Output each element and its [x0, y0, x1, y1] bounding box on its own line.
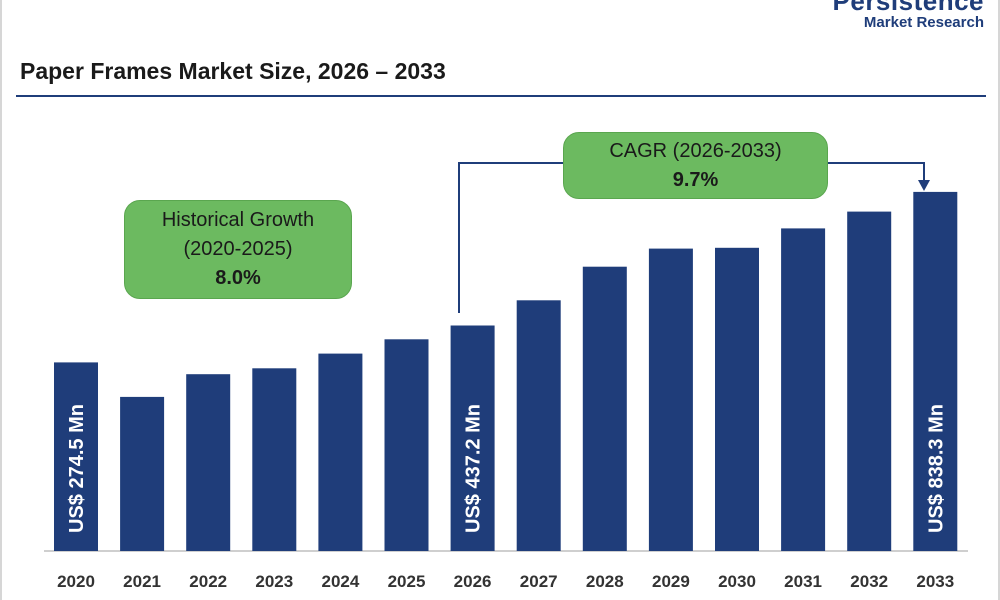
x-tick-2021: 2021: [123, 572, 161, 591]
cagr-connector-right: [828, 162, 925, 182]
x-tick-2025: 2025: [388, 572, 426, 591]
bar-2032: [847, 211, 892, 551]
x-tick-2024: 2024: [321, 572, 359, 591]
brand-logo: Persistence Market Research: [833, 0, 984, 30]
x-tick-2026: 2026: [454, 572, 492, 591]
bar-2028: [582, 266, 627, 551]
x-tick-2029: 2029: [652, 572, 690, 591]
data-label-2033: US$ 838.3 Mn: [925, 404, 947, 533]
page-title: Paper Frames Market Size, 2026 – 2033: [20, 58, 446, 84]
bar-2031: [781, 228, 826, 551]
bar-2029: [648, 248, 693, 551]
x-tick-2032: 2032: [850, 572, 888, 591]
brand-subtitle: Market Research: [863, 14, 984, 31]
bar-2023: [252, 368, 297, 551]
bar-2026: [450, 325, 495, 551]
bar-2022: [186, 374, 231, 551]
bar-2030: [715, 247, 759, 552]
bar-2033: [913, 191, 958, 551]
x-tick-2022: 2022: [189, 572, 227, 591]
bar-2024: [318, 353, 363, 551]
bar-2027: [516, 300, 561, 551]
historical-growth-period: (2020-2025): [183, 238, 293, 260]
bars-group: [54, 191, 958, 552]
bar-2020: [54, 362, 98, 551]
brand-name: Persistence: [832, 0, 984, 16]
cagr-connector-left: [458, 162, 563, 313]
cagr-value: 9.7%: [672, 169, 719, 191]
cagr-arrow-head: [918, 180, 930, 191]
bar-2021: [120, 396, 165, 551]
x-tick-2033: 2033: [916, 572, 954, 591]
data-label-2026: US$ 437.2 Mn: [463, 404, 485, 533]
data-label-2020: US$ 274.5 Mn: [66, 404, 88, 533]
data-labels-group: US$ 274.5 Mn US$ 437.2 Mn US$ 838.3 Mn: [66, 404, 947, 533]
x-tick-2030: 2030: [718, 572, 756, 591]
x-tick-2020: 2020: [57, 572, 95, 591]
x-tick-2023: 2023: [255, 572, 293, 591]
x-tick-2027: 2027: [520, 572, 558, 591]
historical-growth-label: Historical Growth: [161, 209, 315, 231]
cagr-label: CAGR (2026-2033): [609, 140, 782, 162]
bar-2025: [384, 339, 429, 551]
cagr-callout: CAGR (2026-2033) 9.7%: [563, 132, 828, 199]
historical-growth-callout: Historical Growth (2020-2025) 8.0%: [124, 200, 352, 299]
x-tick-2031: 2031: [784, 572, 822, 591]
historical-growth-value: 8.0%: [215, 267, 261, 289]
x-ticks-group: 2020 2021 2022 2023 2024 2025 2026 2027 2028 2029…: [57, 572, 954, 591]
title-divider: [16, 95, 986, 97]
x-tick-2028: 2028: [586, 572, 624, 591]
